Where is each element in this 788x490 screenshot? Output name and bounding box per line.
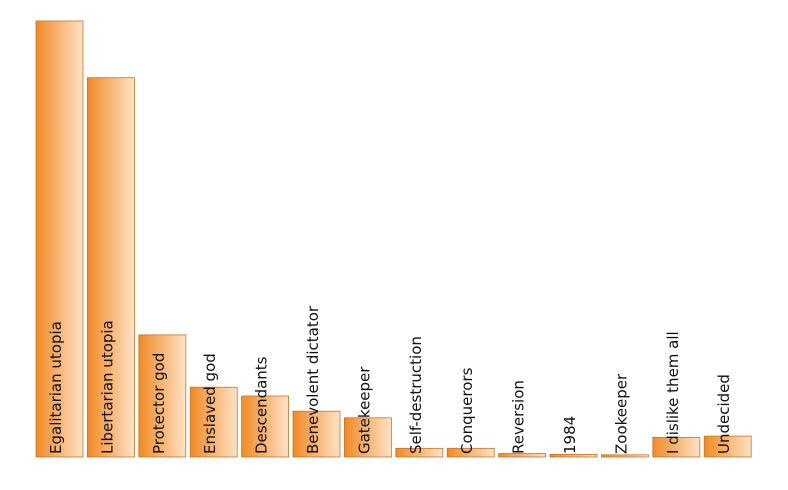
bar-4 [241, 395, 290, 458]
bar-0 [35, 20, 84, 458]
bar-label-3: Enslaved god [201, 353, 219, 454]
bar-label-7: Self-destruction [407, 336, 425, 454]
bar-label-11: Zookeeper [612, 373, 630, 454]
bar-9 [498, 453, 547, 458]
labels-group: Egalitarian utopia Libertarian utopia Prot… [47, 305, 733, 454]
bars-group [35, 20, 752, 458]
bar-label-2: Protector god [150, 353, 168, 454]
bar-1 [87, 77, 135, 458]
bar-13 [703, 435, 752, 458]
bar-label-4: Descendants [253, 356, 271, 454]
bar-label-1: Libertarian utopia [98, 320, 116, 454]
bar-3 [189, 386, 238, 458]
bar-label-13: Undecided [715, 374, 733, 454]
bar-label-12: I dislike them all [664, 331, 682, 454]
bar-label-10: 1984 [561, 416, 579, 454]
bar-8 [446, 447, 495, 458]
bar-2 [138, 334, 187, 458]
bar-label-5: Benevolent dictator [304, 305, 322, 454]
bar-12 [652, 436, 701, 458]
bar-10 [549, 453, 598, 458]
bar-6 [343, 417, 392, 458]
bar-11 [601, 454, 649, 458]
bar-7 [395, 447, 444, 458]
bar-label-8: Conquerors [458, 367, 476, 454]
bar-label-9: Reversion [510, 380, 528, 454]
bar-label-6: Gatekeeper [355, 366, 373, 454]
bar-5 [292, 410, 341, 458]
bar-label-0: Egalitarian utopia [47, 321, 65, 454]
